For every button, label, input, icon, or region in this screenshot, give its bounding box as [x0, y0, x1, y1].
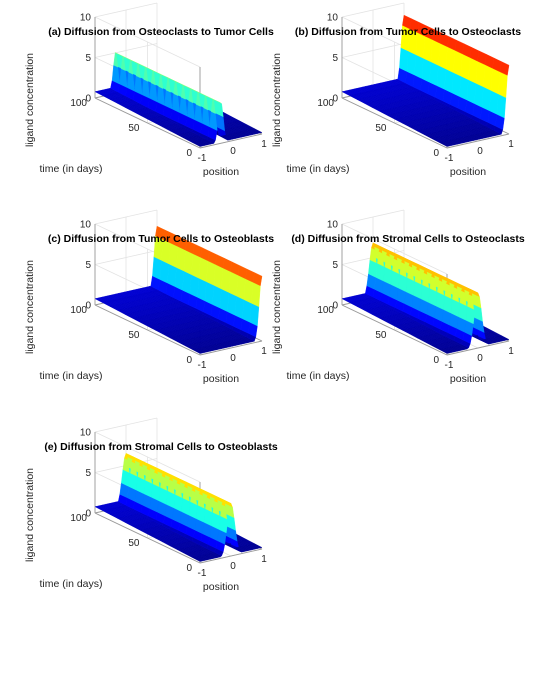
z-tick-label: 5 — [332, 260, 338, 271]
x-tick-label: 1 — [508, 139, 514, 150]
x-tick-label: -1 — [445, 153, 454, 164]
z-tick-label: 0 — [85, 509, 91, 520]
axis-line — [341, 97, 448, 149]
y-tick-label: 100 — [317, 305, 334, 316]
surface-patch — [252, 272, 263, 287]
z-axis-label: ligand concentration — [271, 260, 283, 354]
z-tick-label: 10 — [80, 428, 92, 439]
axis-line — [94, 512, 201, 564]
y-tick-label: 50 — [128, 330, 140, 341]
surface-patch — [251, 281, 261, 308]
x-axis-label: position — [450, 166, 486, 178]
axis-line — [199, 340, 263, 356]
z-tick-label: 5 — [85, 53, 91, 64]
y-axis-label: time (in days) — [286, 163, 349, 175]
y-tick-label: 50 — [375, 330, 387, 341]
z-tick-label: 10 — [80, 13, 92, 24]
x-tick-label: 1 — [261, 346, 267, 357]
x-axis-label: position — [450, 373, 486, 385]
y-tick-label: 50 — [128, 538, 140, 549]
surface-patch — [499, 61, 510, 76]
x-tick-label: 0 — [477, 146, 483, 157]
y-tick-label: 0 — [433, 355, 439, 366]
y-tick-label: 50 — [375, 123, 387, 134]
x-tick-label: 0 — [230, 353, 236, 364]
z-tick-label: 5 — [85, 468, 91, 479]
z-axis-label: ligand concentration — [24, 53, 36, 147]
surface-patch — [499, 335, 510, 341]
y-axis-label: time (in days) — [39, 578, 102, 590]
y-tick-label: 0 — [433, 148, 439, 159]
y-tick-label: 50 — [128, 123, 140, 134]
panel-title: (b) Diffusion from Tumor Cells to Osteoc… — [295, 26, 521, 38]
surface-patch — [249, 302, 260, 327]
x-tick-label: 1 — [261, 554, 267, 565]
y-tick-label: 0 — [186, 355, 192, 366]
z-tick-label: 10 — [80, 220, 92, 231]
z-axis-label: ligand concentration — [24, 260, 36, 354]
z-tick-label: 0 — [332, 301, 338, 312]
axis-line — [446, 340, 510, 356]
y-tick-label: 0 — [186, 563, 192, 574]
axis-line — [94, 97, 201, 149]
panel-title: (e) Diffusion from Stromal Cells to Oste… — [44, 441, 278, 453]
x-tick-label: -1 — [198, 568, 207, 579]
x-axis-label: position — [203, 581, 239, 593]
x-tick-label: 1 — [261, 139, 267, 150]
axis-line — [446, 133, 510, 149]
surface-patch — [252, 543, 263, 549]
z-tick-label: 5 — [85, 260, 91, 271]
y-axis-label: time (in days) — [39, 370, 102, 382]
y-tick-label: 100 — [317, 98, 334, 109]
x-tick-label: 0 — [230, 146, 236, 157]
z-tick-label: 0 — [332, 94, 338, 105]
z-tick-label: 10 — [327, 13, 339, 24]
panel-title: (a) Diffusion from Osteoclasts to Tumor … — [48, 26, 274, 38]
x-tick-label: 0 — [477, 353, 483, 364]
y-tick-label: 0 — [186, 148, 192, 159]
x-axis-label: position — [203, 166, 239, 178]
surface-patch — [498, 71, 508, 98]
x-tick-label: -1 — [198, 360, 207, 371]
z-tick-label: 10 — [327, 220, 339, 231]
y-tick-label: 100 — [70, 513, 87, 524]
panel-title: (c) Diffusion from Tumor Cells to Osteob… — [48, 233, 274, 245]
x-tick-label: 1 — [508, 346, 514, 357]
axis-line — [94, 304, 201, 356]
x-tick-label: -1 — [198, 153, 207, 164]
axis-line — [199, 133, 263, 149]
y-axis-label: time (in days) — [39, 163, 102, 175]
z-tick-label: 5 — [332, 53, 338, 64]
panel-title: (d) Diffusion from Stromal Cells to Oste… — [291, 233, 525, 245]
y-tick-label: 100 — [70, 98, 87, 109]
y-axis-label: time (in days) — [286, 370, 349, 382]
z-axis-label: ligand concentration — [24, 468, 36, 562]
surface-patch — [496, 93, 507, 119]
z-tick-label: 0 — [85, 94, 91, 105]
z-tick-label: 0 — [85, 301, 91, 312]
x-tick-label: -1 — [445, 360, 454, 371]
x-tick-label: 0 — [230, 561, 236, 572]
x-axis-label: position — [203, 373, 239, 385]
surface-patch — [252, 128, 263, 134]
axis-line — [341, 304, 448, 356]
y-tick-label: 100 — [70, 305, 87, 316]
axis-line — [199, 548, 263, 564]
z-axis-label: ligand concentration — [271, 53, 283, 147]
